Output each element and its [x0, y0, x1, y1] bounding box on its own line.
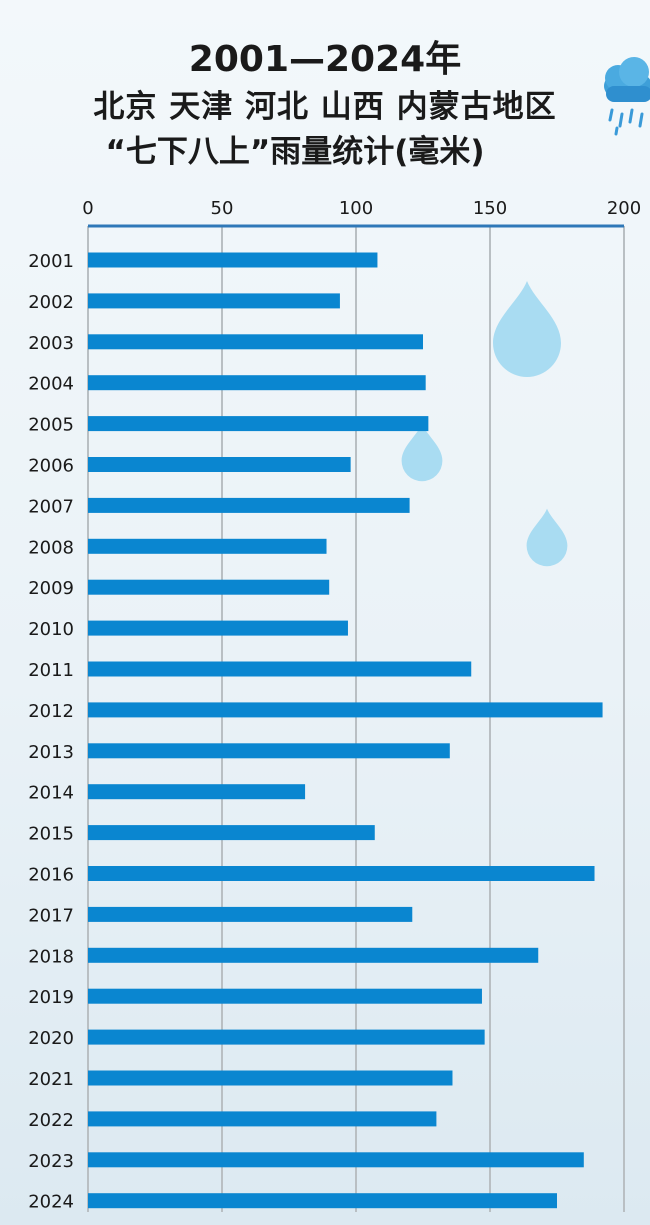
- x-tick-label: 200: [607, 198, 641, 219]
- y-tick-label: 2022: [28, 1110, 74, 1131]
- bar: [88, 620, 348, 636]
- bar: [88, 579, 330, 595]
- y-tick-label: 2017: [28, 905, 74, 926]
- y-tick-label: 2018: [28, 946, 74, 967]
- y-tick-label: 2006: [28, 456, 74, 477]
- x-tick-label: 0: [82, 198, 93, 219]
- raindrop-icon: [526, 508, 568, 567]
- y-tick-label: 2002: [28, 292, 74, 313]
- bar: [88, 375, 426, 391]
- y-tick-label: 2007: [28, 496, 74, 517]
- y-tick-label: 2021: [28, 1069, 74, 1090]
- bar: [88, 743, 450, 759]
- title-line-1: 2001—2024年: [188, 39, 462, 80]
- chart-title: 2001—2024年 北京 天津 河北 山西 内蒙古地区 “七下八上”雨量统计(…: [0, 36, 650, 174]
- bar: [88, 825, 375, 841]
- title-line-3: “七下八上”雨量统计(毫米): [105, 134, 485, 170]
- bar: [88, 457, 351, 472]
- x-tick-label: 50: [211, 198, 234, 219]
- y-tick-label: 2012: [28, 701, 74, 722]
- title-line-2: 北京 天津 河北 山西 内蒙古地区: [93, 89, 557, 125]
- bar: [88, 1152, 584, 1168]
- raindrop-icon: [401, 423, 443, 482]
- cloud-rain-icon: [604, 57, 650, 136]
- y-tick-label: 2020: [28, 1028, 74, 1049]
- bar: [88, 1111, 437, 1127]
- bar: [88, 906, 413, 922]
- bar: [88, 947, 539, 963]
- bar: [88, 416, 429, 432]
- x-tick-label: 150: [473, 198, 507, 219]
- bar: [88, 661, 472, 677]
- bar: [88, 1193, 557, 1209]
- bar: [88, 1070, 453, 1086]
- bar: [88, 1029, 485, 1045]
- x-tick-label: 100: [339, 198, 373, 219]
- y-tick-label: 2009: [28, 578, 74, 599]
- bar: [88, 702, 603, 718]
- y-tick-label: 2011: [28, 660, 74, 681]
- y-tick-label: 2023: [28, 1151, 74, 1172]
- y-tick-label: 2016: [28, 865, 74, 886]
- bar: [88, 784, 306, 800]
- y-tick-label: 2019: [28, 987, 74, 1008]
- y-tick-label: 2010: [28, 619, 74, 640]
- bar: [88, 293, 340, 309]
- y-tick-label: 2014: [28, 783, 74, 804]
- y-tick-label: 2001: [28, 251, 74, 272]
- y-tick-label: 2004: [28, 374, 74, 395]
- y-tick-label: 2003: [28, 333, 74, 354]
- bar: [88, 988, 482, 1004]
- y-tick-label: 2024: [28, 1192, 74, 1213]
- y-tick-label: 2008: [28, 537, 74, 558]
- bar: [88, 252, 378, 268]
- y-tick-label: 2013: [28, 742, 74, 763]
- bar: [88, 538, 327, 554]
- raindrop-icon: [493, 281, 561, 377]
- bar: [88, 866, 595, 881]
- bar: [88, 497, 410, 513]
- y-tick-label: 2005: [28, 415, 74, 436]
- bar: [88, 334, 423, 350]
- y-tick-label: 2015: [28, 824, 74, 845]
